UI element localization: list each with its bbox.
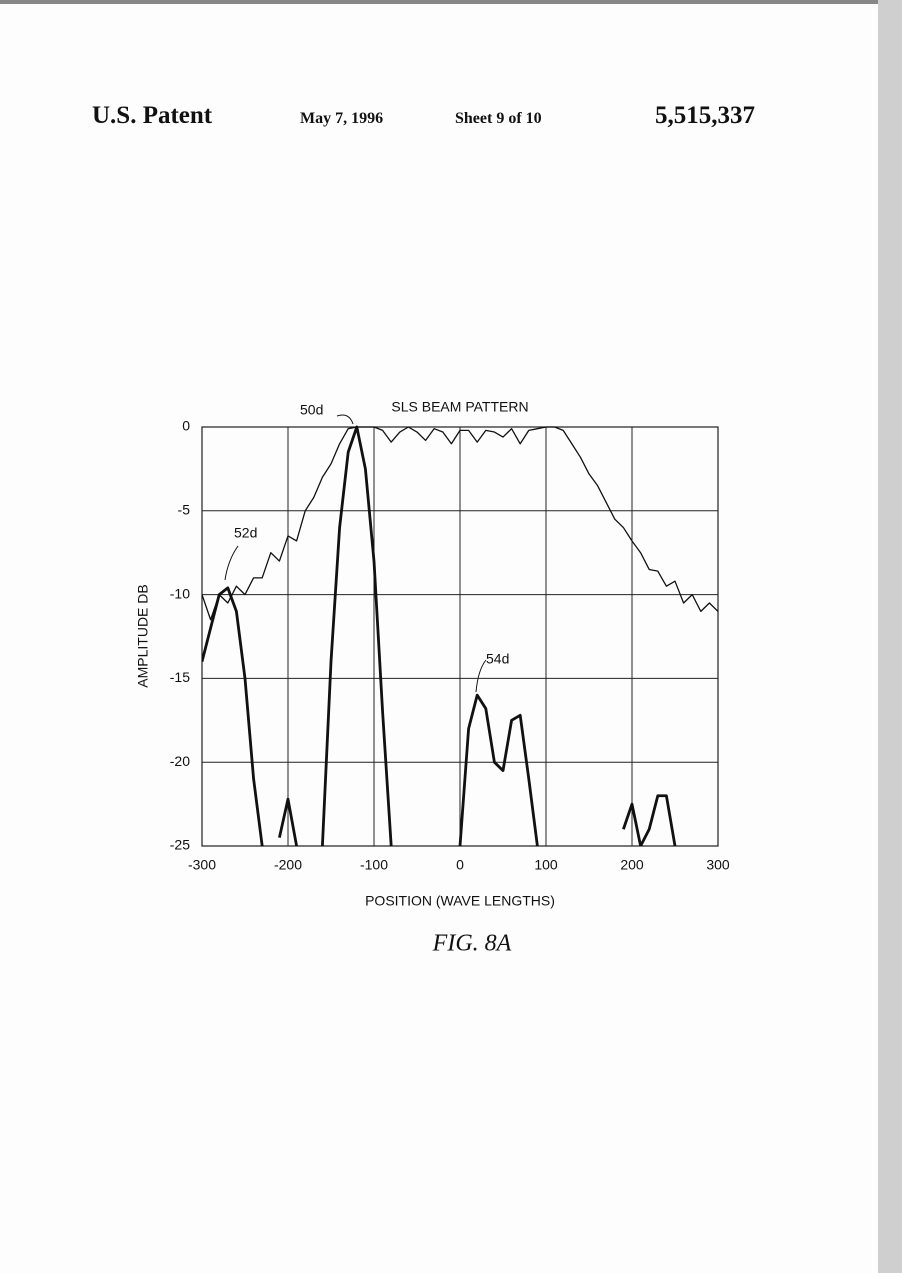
patent-page: U.S. Patent May 7, 1996 Sheet 9 of 10 5,… [0, 0, 902, 1273]
series-line [202, 427, 675, 846]
x-tick-label: 100 [534, 857, 558, 873]
annotation: 54d [486, 651, 509, 667]
leader-line [337, 415, 353, 424]
annotation: 50d [300, 402, 323, 418]
y-tick-label: -5 [178, 502, 191, 518]
annotation: 52d [234, 525, 257, 541]
figure-label: FIG. 8A [432, 931, 512, 957]
y-tick-label: -10 [170, 585, 190, 601]
chart-title: SLS BEAM PATTERN [391, 399, 528, 415]
x-tick-label: -300 [188, 857, 216, 873]
x-tick-label: -200 [274, 857, 302, 873]
x-tick-label: -100 [360, 857, 388, 873]
x-tick-label: 300 [706, 857, 730, 873]
chart: SLS BEAM PATTERN POSITION (WAVE LENGTHS)… [0, 0, 902, 1000]
leader-line [476, 660, 486, 692]
y-tick-label: -25 [170, 837, 190, 853]
y-tick-label: -20 [170, 753, 190, 769]
y-axis-label: AMPLITUDE DB [135, 584, 151, 687]
x-tick-label: 0 [456, 857, 464, 873]
y-tick-label: 0 [182, 418, 190, 434]
leader-line [225, 546, 238, 580]
x-axis-label: POSITION (WAVE LENGTHS) [365, 893, 555, 909]
y-tick-label: -15 [170, 669, 190, 685]
x-tick-label: 200 [620, 857, 644, 873]
